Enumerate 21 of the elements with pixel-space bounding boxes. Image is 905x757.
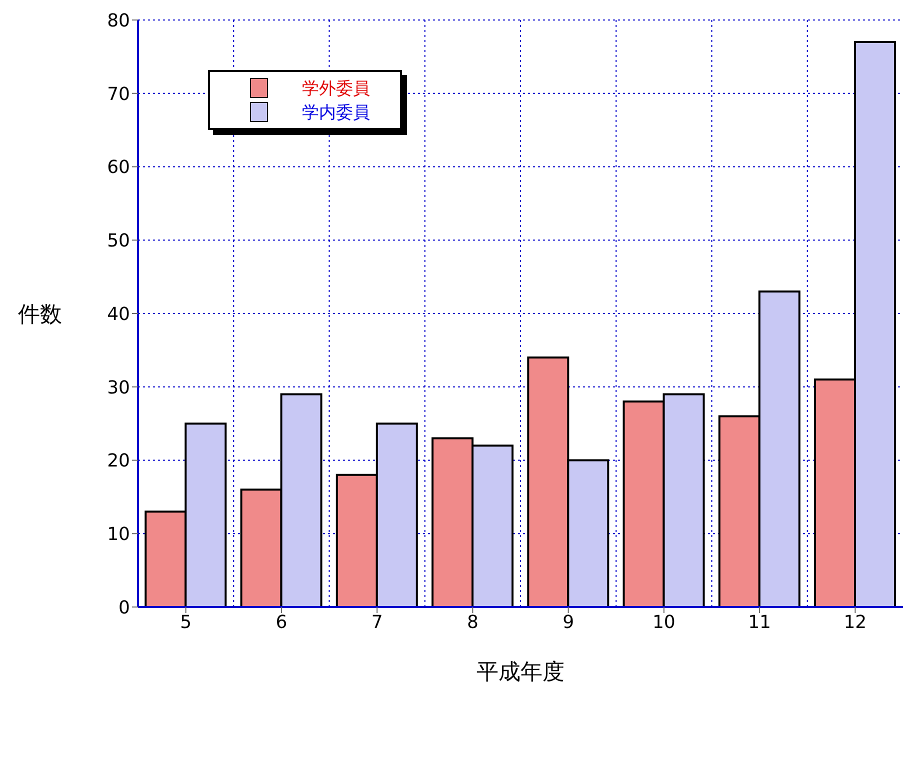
y-tick-label: 20 [107,450,130,472]
y-tick-label: 80 [107,10,130,32]
x-tick-label: 11 [748,612,772,633]
y-tick-label: 40 [107,304,130,325]
x-tick-label: 10 [652,612,676,633]
x-tick-label: 9 [562,612,574,633]
legend-label: 学内委員 [302,102,370,124]
x-axis-title: 平成年度 [476,660,564,685]
y-tick-label: 70 [107,84,130,105]
y-tick-label: 30 [107,377,130,398]
y-tick-label: 50 [107,230,130,252]
y-tick-label: 60 [107,157,130,178]
x-tick-label: 6 [276,612,288,633]
x-tick-label: 8 [466,612,478,633]
y-tick-label: 10 [107,524,130,546]
legend-label: 学外委員 [302,78,370,100]
x-tick-label: 12 [844,612,867,633]
y-tick-label: 0 [118,597,130,618]
y-axis-title: 件数 [18,302,62,328]
x-tick-label: 7 [371,612,383,633]
x-tick-label: 5 [180,612,192,633]
